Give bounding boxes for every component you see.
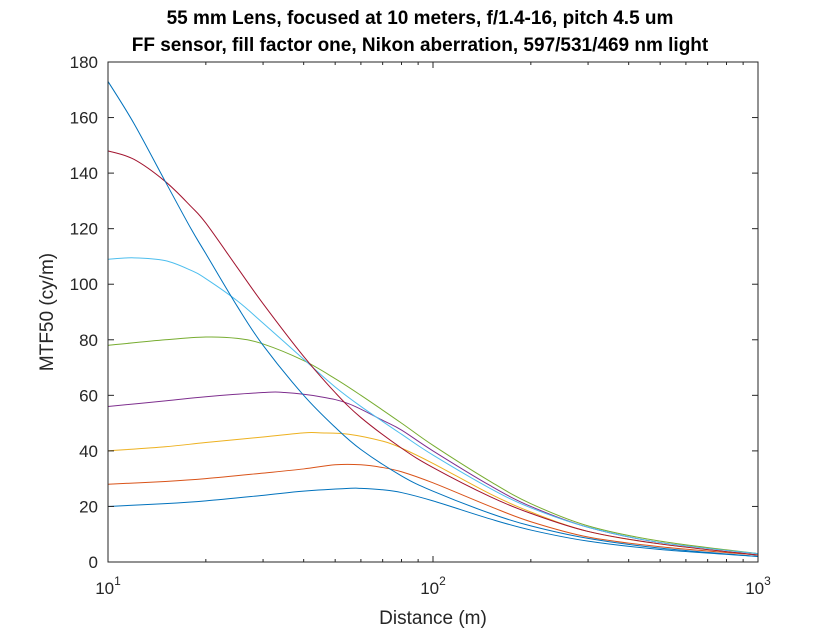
y-tick-label: 0 <box>89 553 98 572</box>
series-line-8 <box>107 81 759 557</box>
chart-title-line-2: FF sensor, fill factor one, Nikon aberra… <box>131 35 709 56</box>
y-tick-label: 140 <box>70 164 98 183</box>
x-tick-label: 103 <box>745 574 771 598</box>
y-tick-label: 120 <box>70 220 98 239</box>
series-line-2 <box>107 463 759 556</box>
series-line-6 <box>107 257 759 555</box>
y-axis-label: MTF50 (cy/m) <box>37 253 58 371</box>
x-tick-label: 101 <box>95 574 121 598</box>
y-tick-label: 60 <box>79 386 98 405</box>
y-tick-label: 80 <box>79 331 98 350</box>
x-tick-exponent: 1 <box>114 574 121 588</box>
y-tick-label: 40 <box>79 442 98 461</box>
series-layer <box>107 81 759 557</box>
series-line-5 <box>107 336 759 555</box>
y-tick-label: 20 <box>79 497 98 516</box>
x-tick-label: 102 <box>420 574 446 598</box>
y-tick-label: 180 <box>70 53 98 72</box>
series-line-7 <box>107 150 759 556</box>
series-line-1 <box>107 487 759 557</box>
x-axis-label: Distance (m) <box>379 608 487 629</box>
y-tick-label: 100 <box>70 275 98 294</box>
plot-area <box>108 62 758 562</box>
x-tick-exponent: 2 <box>439 574 446 588</box>
y-tick-label: 160 <box>70 109 98 128</box>
x-tick-exponent: 3 <box>764 574 771 588</box>
chart-title-line-1: 55 mm Lens, focused at 10 meters, f/1.4-… <box>166 8 674 29</box>
